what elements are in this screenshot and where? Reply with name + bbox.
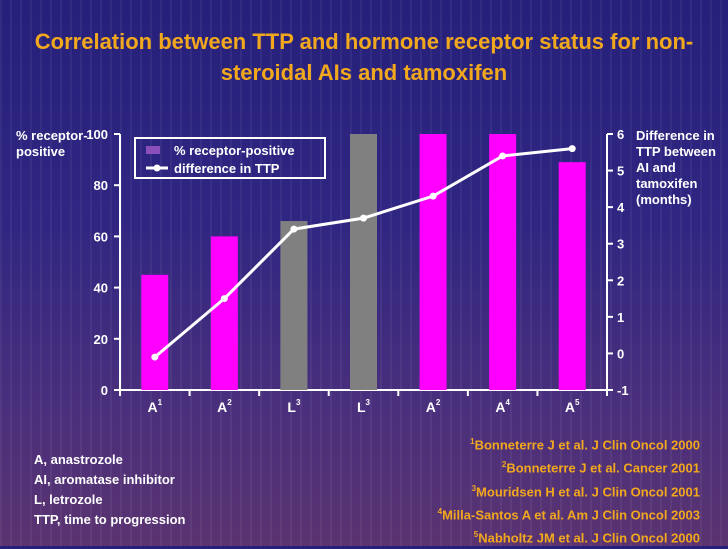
- y-tick-label-left: 0: [101, 383, 108, 398]
- bar: [558, 162, 586, 390]
- bar: [141, 274, 169, 390]
- y-tick-label-right: 2: [617, 273, 624, 288]
- legend-label-line: difference in TTP: [174, 161, 280, 176]
- reference-item: 2Bonneterre J et al. Cancer 2001: [501, 460, 700, 476]
- bar: [419, 134, 447, 390]
- ttp-point: [499, 152, 507, 160]
- x-tick-label: A1: [147, 398, 162, 415]
- abbreviation-item: AI, aromatase inhibitor: [34, 472, 175, 487]
- ttp-point: [151, 353, 159, 361]
- y-tick-label-left: 60: [94, 229, 108, 244]
- x-tick-label: A4: [495, 398, 510, 415]
- reference-item: 4Milla-Santos A et al. Am J Clin Oncol 2…: [437, 506, 700, 523]
- legend-swatch-bars: [146, 146, 160, 154]
- reference-item: 5Nabholtz JM et al. J Clin Oncol 2000: [473, 530, 700, 546]
- ttp-point: [220, 295, 228, 303]
- abbreviations-list: A, anastrozole AI, aromatase inhibitor L…: [34, 450, 185, 530]
- x-tick-label: L3: [357, 398, 371, 415]
- y-tick-label-right: -1: [617, 383, 629, 398]
- y-tick-label-left: 20: [94, 332, 108, 347]
- x-tick-label: A2: [426, 398, 441, 415]
- y-tick-label-right: 1: [617, 310, 624, 325]
- legend-marker-line: [153, 164, 161, 172]
- y-tick-label-left: 80: [94, 178, 108, 193]
- y-tick-label-right: 4: [617, 200, 625, 215]
- abbreviation-item: TTP, time to progression: [34, 512, 186, 527]
- y-tick-label-right: 6: [617, 127, 624, 142]
- y-axis-label-right: Difference in TTP between AI and tamoxif…: [636, 128, 716, 207]
- bar: [280, 221, 308, 390]
- x-tick-label: A5: [565, 398, 580, 415]
- y-tick-label-right: 5: [617, 164, 624, 179]
- bar: [489, 134, 517, 390]
- ttp-point: [360, 214, 367, 222]
- legend-label-bars: % receptor-positive: [174, 143, 295, 158]
- reference-item: 1Bonneterre J et al. J Clin Oncol 2000: [470, 437, 700, 453]
- y-tick-label-left: 100: [86, 127, 108, 142]
- abbreviation-item: L, letrozole: [34, 492, 103, 507]
- x-tick-label: A2: [217, 398, 232, 415]
- ttp-point: [429, 192, 437, 200]
- y-tick-label-left: 40: [94, 281, 108, 296]
- reference-item: 3Mouridsen H et al. J Clin Oncol 2001: [471, 483, 700, 499]
- y-axis-label-left: % receptor-positive: [16, 128, 88, 159]
- references-list: 1Bonneterre J et al. J Clin Oncol 2000 2…: [438, 432, 700, 549]
- bar: [350, 134, 377, 390]
- chart-legend: [134, 137, 326, 179]
- x-tick-label: L3: [287, 398, 301, 415]
- abbreviation-item: A, anastrozole: [34, 452, 123, 467]
- ttp-point: [568, 145, 576, 153]
- bar: [210, 236, 238, 390]
- page-title: Correlation between TTP and hormone rece…: [34, 29, 694, 85]
- y-tick-label-right: 0: [617, 346, 624, 361]
- y-tick-label-right: 3: [617, 237, 624, 252]
- ttp-point: [290, 225, 298, 233]
